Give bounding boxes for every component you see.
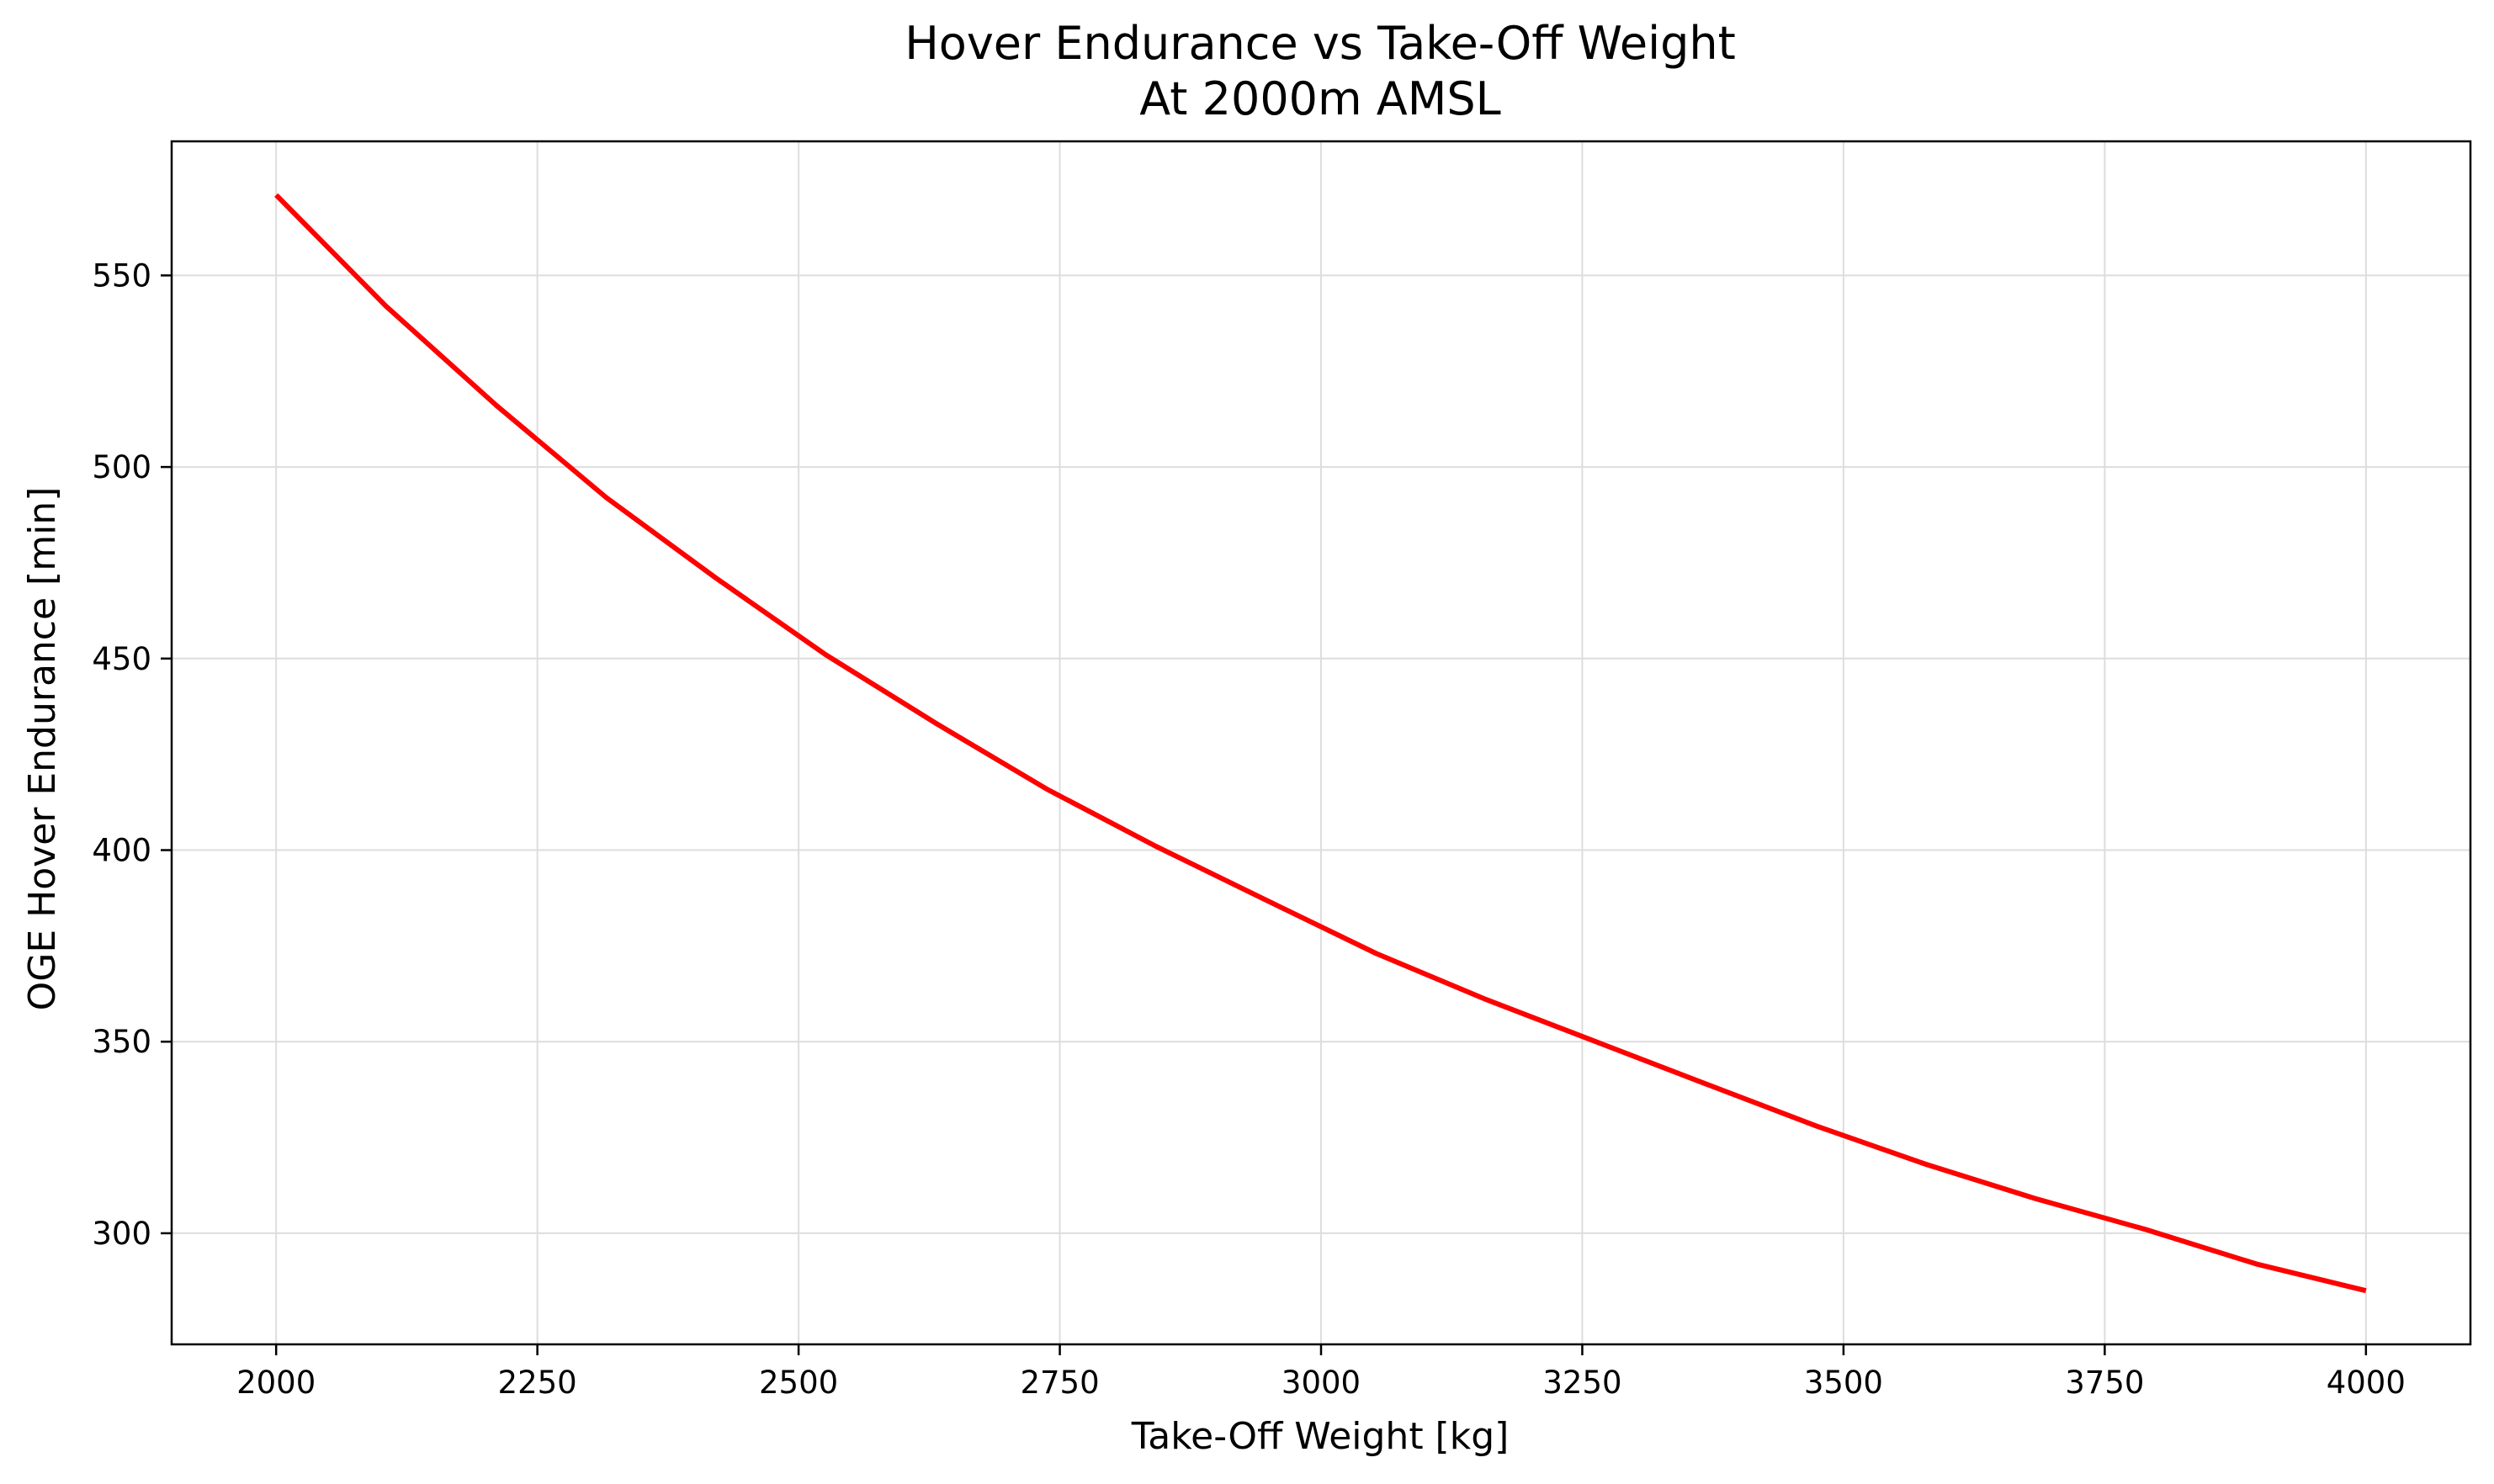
series-area	[274, 193, 2367, 1294]
x-axis-label: Take-Off Weight [kg]	[1131, 1415, 1510, 1458]
x-tick-label: 3000	[1281, 1365, 1361, 1401]
x-tick-label: 2250	[498, 1365, 577, 1401]
y-tick-label: 500	[92, 449, 151, 485]
x-tick-label: 2000	[236, 1365, 316, 1401]
x-tick-label: 2500	[759, 1365, 838, 1401]
y-axis-ticks: 300 350 400 450 500 550	[92, 257, 172, 1252]
grid	[172, 141, 2470, 1344]
x-axis-ticks: 2000 2250 2500 2750 3000 3250 3500 3750 4000	[236, 1344, 2406, 1401]
y-tick-label: 300	[92, 1216, 151, 1252]
chart-subtitle: At 2000m AMSL	[1139, 72, 1500, 125]
y-tick-label: 350	[92, 1024, 151, 1060]
x-tick-label: 3750	[2065, 1365, 2144, 1401]
y-axis-label: OGE Hover Endurance [min]	[21, 487, 64, 1011]
chart-title: Hover Endurance vs Take-Off Weight	[905, 17, 1736, 70]
y-tick-label: 450	[92, 641, 151, 677]
x-tick-label: 4000	[2327, 1365, 2406, 1401]
y-tick-label: 400	[92, 833, 151, 869]
series-line	[274, 193, 2367, 1294]
y-tick-label: 550	[92, 257, 151, 294]
x-tick-label: 3250	[1542, 1365, 1621, 1401]
x-tick-label: 3500	[1804, 1365, 1883, 1401]
x-tick-label: 2750	[1020, 1365, 1099, 1401]
